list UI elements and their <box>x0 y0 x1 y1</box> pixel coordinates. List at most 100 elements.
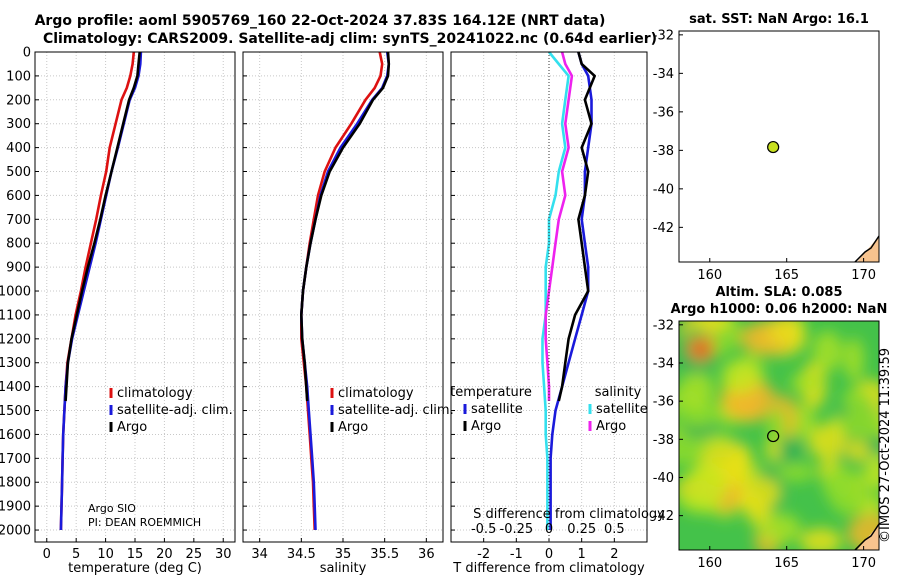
salinity-xtick-label: 36 <box>418 547 435 562</box>
sst_map-coastline <box>854 235 880 263</box>
sla_map-cell <box>843 337 864 381</box>
sla_map-ytick-label: -40 <box>653 471 674 486</box>
difference-xtick-label: -2 <box>477 547 490 562</box>
temperature-xtick-label: 0 <box>43 547 51 562</box>
difference-xtick2-label: 0 <box>545 522 553 537</box>
temperature-ytick-label: 1900 <box>0 500 31 515</box>
difference-xtick-label: 2 <box>610 547 618 562</box>
temperature-ytick-label: 100 <box>6 69 31 84</box>
sla_map-cell <box>828 470 869 516</box>
temperature-ytick-label: 300 <box>6 117 31 132</box>
difference-xtick-label: -1 <box>510 547 523 562</box>
difference-xtick2-label: 0.25 <box>567 522 596 537</box>
sla_map-xtick-label: 170 <box>851 556 876 571</box>
temperature-xtick-label: 15 <box>127 547 144 562</box>
temperature-xtick-label: 25 <box>186 547 203 562</box>
difference-xtick2-label: 0.5 <box>604 522 625 537</box>
temperature-series-argo <box>64 51 141 402</box>
difference-xtick-label: 0 <box>545 547 553 562</box>
sla_map-cell <box>733 476 782 509</box>
temperature-xtick-label: 30 <box>215 547 232 562</box>
sst_map-xtick-label: 165 <box>774 268 799 283</box>
difference-legend-title-temperature: temperature <box>450 385 532 400</box>
sla_map-ytick-label: -38 <box>653 433 674 448</box>
salinity-plot-area <box>243 52 443 542</box>
difference-xlabel-top: S difference from climatology <box>473 507 665 522</box>
difference-legend-title-salinity: salinity <box>595 385 642 400</box>
difference-legend-s-sat-label: satellite <box>596 402 648 417</box>
sla_map-cell <box>766 408 787 444</box>
temperature-xtick-label: 5 <box>72 547 80 562</box>
sla_map-argo-position-marker <box>767 429 780 443</box>
sst_map-xtick-label: 170 <box>851 268 876 283</box>
temperature-plot-area <box>35 52 235 542</box>
temperature-ytick-label: 200 <box>6 93 31 108</box>
sst-map-title: sat. SST: NaN Argo: 16.1 <box>689 12 869 27</box>
temperature-ytick-label: 0 <box>23 46 31 61</box>
sst_map-ytick-label: -34 <box>653 67 674 82</box>
difference-legend-t-argo-label: Argo <box>471 419 501 434</box>
sla_map-blobs <box>679 321 879 550</box>
temperature-ytick-label: 800 <box>6 237 31 252</box>
salinity-xtick-label: 34.5 <box>287 547 316 562</box>
sla-map-title-line2: Argo h1000: 0.06 h2000: NaN <box>671 302 888 317</box>
salinity-xlabel: salinity <box>320 561 367 576</box>
sla_map-cell <box>799 527 842 550</box>
sst_map-ytick-label: -32 <box>653 28 674 43</box>
difference-xtick-label: 1 <box>578 547 586 562</box>
credit-pi: PI: DEAN ROEMMICH <box>88 516 201 529</box>
figure-title-line1: Argo profile: aoml 5905769_160 22-Oct-20… <box>34 13 606 29</box>
sst_map-ytick-label: -36 <box>653 105 674 120</box>
sla_map-cell <box>744 497 772 525</box>
sst_map-ytick-label: -38 <box>653 144 674 159</box>
temperature-ytick-label: 600 <box>6 189 31 204</box>
temperature-xlabel: temperature (deg C) <box>68 561 202 576</box>
sla_map-cell <box>679 372 715 410</box>
temperature-legend-1-label: satellite-adj. clim. <box>117 403 233 418</box>
temperature-ytick-label: 1000 <box>0 285 31 300</box>
difference-legend-s-argo-label: Argo <box>596 419 626 434</box>
sla_map-cell <box>808 423 848 460</box>
temperature-ytick-label: 1300 <box>0 356 31 371</box>
temperature-ytick-label: 1500 <box>0 404 31 419</box>
sla_map-cell <box>846 440 870 462</box>
temperature-ytick-label: 1400 <box>0 380 31 395</box>
sst_map-xtick-label: 160 <box>697 268 722 283</box>
difference-xlabel: T difference from climatology <box>452 561 645 576</box>
sla_map-ytick-label: -42 <box>653 509 674 524</box>
salinity-legend-1-label: satellite-adj. clim. <box>338 403 454 418</box>
sla_map-axes-frame <box>678 320 880 551</box>
sla_map-cell <box>756 513 801 544</box>
temperature-legend-2-label: Argo <box>117 420 147 435</box>
difference-series-s-argo <box>544 51 574 401</box>
sla_map-cell <box>864 453 879 491</box>
sla_map-field <box>679 321 879 550</box>
salinity-legend-2-label: Argo <box>338 420 368 435</box>
sla_map-cell <box>842 387 872 412</box>
sst_map-axes-frame <box>678 30 880 263</box>
difference-xtick2-label: -0.5 <box>471 522 496 537</box>
sla_map-cell <box>812 330 843 372</box>
sst_map-ytick-label: -40 <box>653 182 674 197</box>
sla_map-cell <box>778 436 803 466</box>
temperature-ytick-label: 400 <box>6 141 31 156</box>
temperature-ytick-label: 1700 <box>0 452 31 467</box>
difference-series-t-argo <box>557 51 597 402</box>
sla_map-cell <box>721 359 761 394</box>
imos-watermark: ©IMOS 27-Oct-2024 11:39:59 <box>878 347 893 543</box>
sla_map-coastline <box>854 523 880 551</box>
sla_map-cell <box>838 408 879 440</box>
sst_map-ytick-label: -42 <box>653 221 674 236</box>
salinity-xtick-label: 35 <box>335 547 352 562</box>
difference-xtick2-label: -0.25 <box>500 522 534 537</box>
sla_map-ytick-label: -34 <box>653 356 674 371</box>
difference-series-t-satellite <box>549 51 593 530</box>
temperature-ytick-label: 700 <box>6 213 31 228</box>
sla_map-cell <box>777 462 816 482</box>
temperature-legend-0-label: climatology <box>117 386 193 401</box>
sst_map-argo-position-marker <box>767 140 780 154</box>
sla_map-cell <box>685 463 727 511</box>
temperature-ytick-label: 1800 <box>0 476 31 491</box>
